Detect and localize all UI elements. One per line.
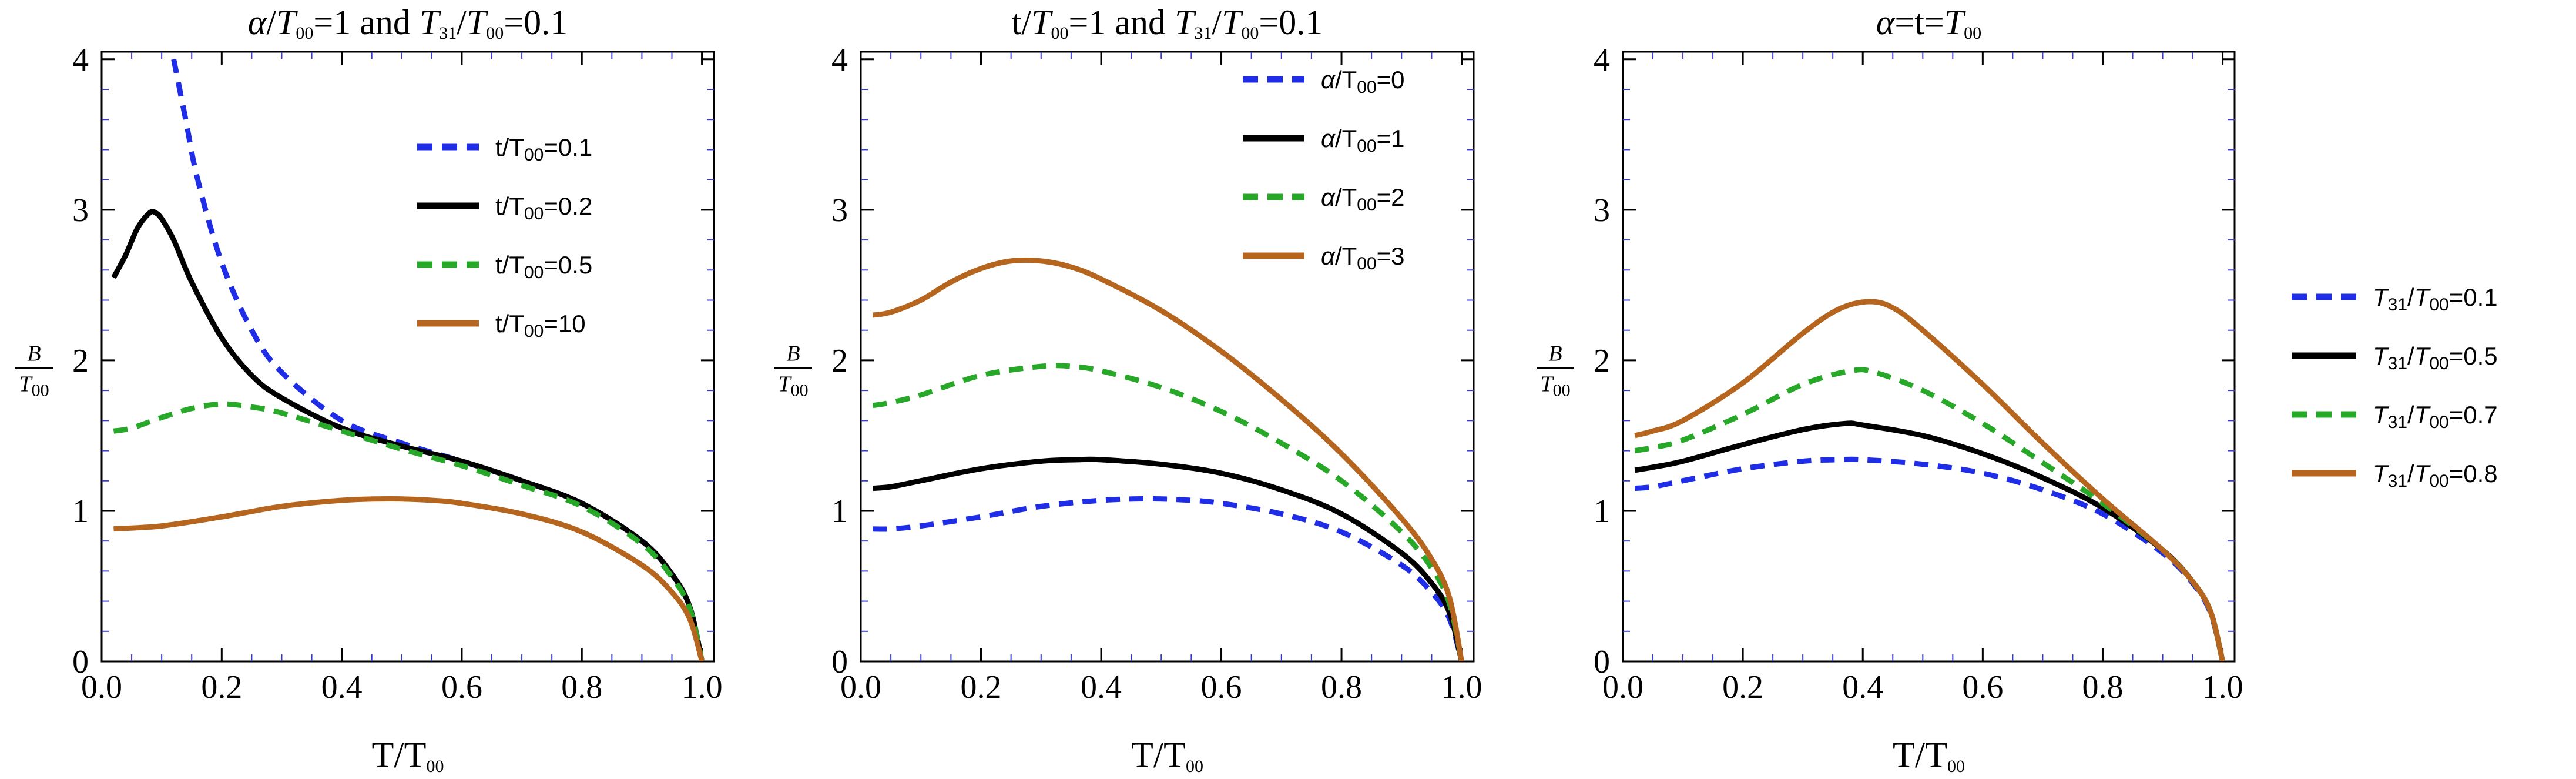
x-tick-label: 0.2 [961,669,1002,706]
chart-title: α/T00=1 and T31/T00=0.1 [248,3,568,43]
plot-frame [100,51,715,663]
y-tick-label: 1 [831,493,848,530]
plot-frame [1622,51,2236,663]
x-tick-label: 1.0 [1441,669,1482,706]
y-axis-label-denominator: T00 [778,372,808,400]
series-line-1 [873,496,1464,661]
y-tick-label: 0 [72,644,89,680]
y-axis-label-numerator: B [1548,342,1562,366]
chart-title: t/T00=1 and T31/T00=0.1 [1012,3,1323,43]
y-tick-label: 3 [831,192,848,229]
series-line-1 [171,58,705,661]
legend-label-3: α/T00=2 [1321,183,1405,215]
y-axis-label-denominator: T00 [1540,372,1570,400]
chart-panel-1: 0.0 0.2 0.4 0.6 0.8 1.0 0 1 2 3 4 α/T00=1 and T31/T… [15,3,723,776]
chart-title: α=t=T00 [1876,3,1981,43]
x-axis-label: T/T00 [372,735,444,776]
legend-label-3: T31/T00=0.7 [2373,401,2498,432]
series-line-2 [111,209,705,661]
chart-panel-3: 0.0 0.2 0.4 0.6 0.8 1.0 0 1 2 3 4 α=t=T00 T/T00 B T00 T… [1537,3,2498,776]
x-tick-label: 0.4 [1081,669,1122,706]
x-tick-label: 0.4 [321,669,363,706]
x-axis-label: T/T00 [1893,735,1965,776]
y-tick-label: 2 [831,343,848,379]
chart-panel-2: 0.0 0.2 0.4 0.6 0.8 1.0 0 1 2 3 4 t/T00=1 and T31/T… [774,3,1482,776]
x-tick-label: 0.8 [2082,669,2123,706]
series-line-2 [1634,420,2225,661]
x-tick-label: 0.0 [81,669,122,706]
y-tick-label: 0 [831,644,848,680]
x-tick-label: 0.6 [1201,669,1242,706]
legend-label-2: T31/T00=0.5 [2373,342,2498,373]
y-axis-label-denominator: T00 [19,372,49,400]
y-axis-label-numerator: B [786,342,800,366]
legend-label-2: t/T00=0.2 [495,192,592,223]
y-tick-label: 3 [1594,192,1610,229]
legend-label-1: T31/T00=0.1 [2373,283,2498,315]
legend-label-4: α/T00=3 [1321,242,1405,273]
series-line-3 [872,363,1464,661]
series-line-3 [1634,367,2225,661]
plot-frame [860,51,1475,663]
y-tick-label: 2 [1594,343,1610,379]
x-tick-label: 0.0 [1602,669,1643,706]
series-line-1 [1635,456,2225,661]
legend-label-4: T31/T00=0.8 [2373,460,2498,491]
y-tick-label: 4 [72,42,89,78]
series-line-4 [872,257,1464,661]
y-tick-label: 0 [1594,644,1610,680]
legend-label-2: α/T00=1 [1321,125,1405,156]
y-tick-label: 1 [72,493,89,530]
x-tick-label: 0.0 [840,669,881,706]
x-axis-label: T/T00 [1131,735,1203,776]
legend-label-1: α/T00=0 [1321,66,1405,97]
x-tick-label: 0.8 [561,669,602,706]
x-tick-label: 0.8 [1321,669,1362,706]
x-tick-label: 1.0 [682,669,723,706]
y-axis-label-numerator: B [27,342,41,366]
series-line-3 [113,401,705,661]
x-tick-label: 1.0 [2202,669,2243,706]
x-tick-label: 0.6 [1962,669,2003,706]
x-tick-label: 0.4 [1842,669,1883,706]
legend-label-3: t/T00=0.5 [495,251,592,282]
series-line-4 [1634,299,2225,661]
y-tick-label: 4 [1594,42,1610,78]
series-line-2 [873,456,1464,661]
x-tick-label: 0.2 [201,669,242,706]
series-line-4 [113,496,705,661]
legend-label-1: t/T00=0.1 [495,133,592,165]
legend-label-4: t/T00=10 [495,310,586,341]
y-tick-label: 2 [72,343,89,379]
y-tick-label: 1 [1594,493,1610,530]
y-tick-label: 4 [831,42,848,78]
y-tick-label: 3 [72,192,89,229]
x-tick-label: 0.6 [441,669,482,706]
x-tick-label: 0.2 [1722,669,1763,706]
